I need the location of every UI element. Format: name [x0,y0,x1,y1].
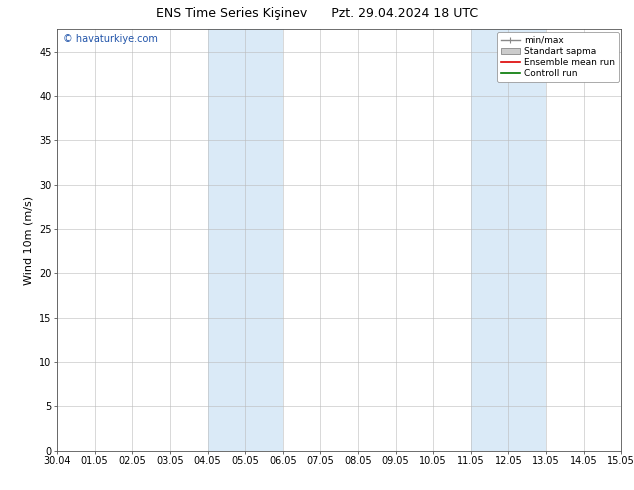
Bar [508,29,546,451]
Y-axis label: Wind 10m (m/s): Wind 10m (m/s) [23,196,34,285]
Bar [245,29,283,451]
Bar [471,29,508,451]
Bar [207,29,245,451]
Legend: min/max, Standart sapma, Ensemble mean run, Controll run: min/max, Standart sapma, Ensemble mean r… [497,32,619,82]
Text: © havaturkiye.com: © havaturkiye.com [63,34,158,44]
Text: ENS Time Series Kişinev      Pzt. 29.04.2024 18 UTC: ENS Time Series Kişinev Pzt. 29.04.2024 … [156,7,478,21]
